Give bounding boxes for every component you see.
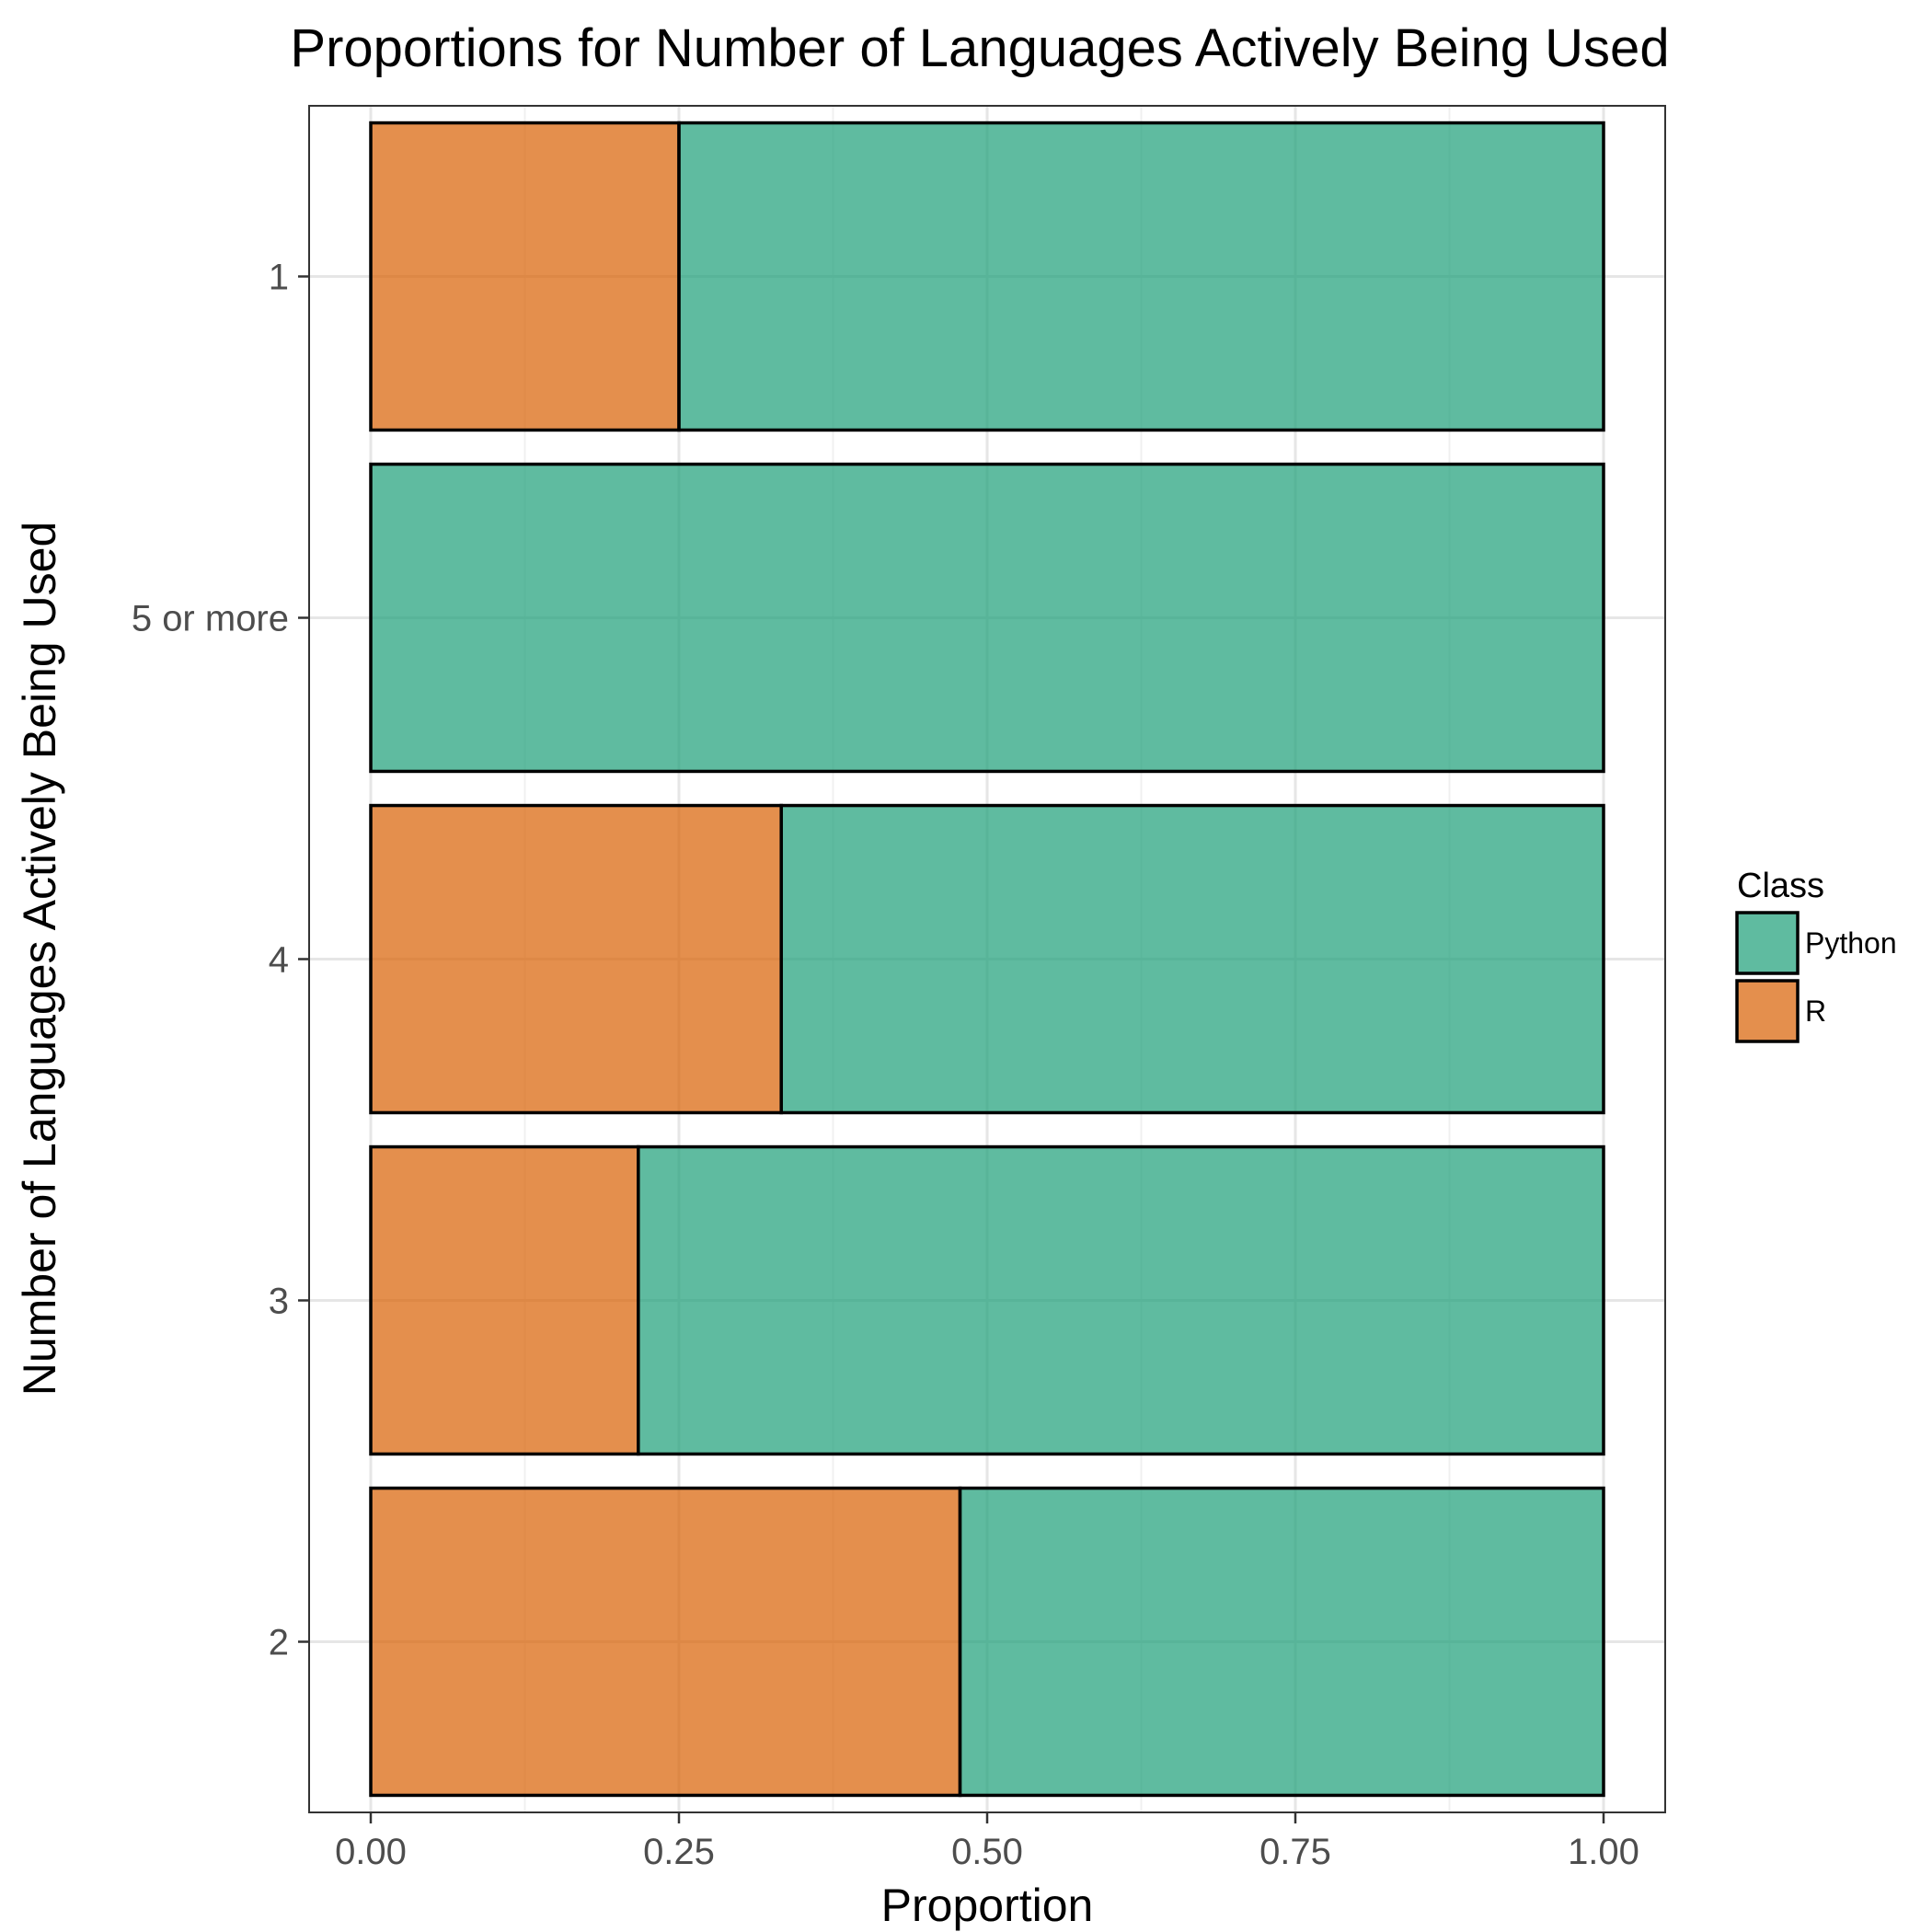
x-tick-label: 0.25 bbox=[643, 1832, 715, 1872]
x-tick-label: 0.00 bbox=[335, 1832, 407, 1872]
bar-r-3 bbox=[369, 1144, 640, 1456]
x-axis-title: Proportion bbox=[881, 1880, 1094, 1931]
y-tick-label: 2 bbox=[269, 1623, 289, 1663]
x-tick-label: 0.50 bbox=[951, 1832, 1023, 1872]
y-tick-label: 4 bbox=[269, 940, 289, 981]
y-axis-title: Number of Languages Actively Being Used bbox=[14, 522, 65, 1397]
bars bbox=[369, 121, 1605, 1798]
chart-title: Proportions for Number of Languages Acti… bbox=[290, 18, 1669, 78]
y-tick-label: 3 bbox=[269, 1282, 289, 1322]
bar-python-0 bbox=[677, 121, 1605, 432]
legend-key-python bbox=[1735, 911, 1800, 975]
y-tick-label: 5 or more bbox=[132, 599, 289, 639]
legend: Class Python R bbox=[1735, 867, 1897, 1043]
x-tick-label: 0.75 bbox=[1259, 1832, 1331, 1872]
bar-python-1 bbox=[369, 462, 1605, 774]
legend-title: Class bbox=[1737, 867, 1824, 905]
bar-python-2 bbox=[779, 803, 1605, 1115]
legend-key-r bbox=[1735, 979, 1800, 1043]
y-tick-label: 1 bbox=[269, 258, 289, 298]
legend-label-python: Python bbox=[1805, 926, 1897, 960]
x-axis: 0.00 0.25 0.50 0.75 1.00 bbox=[335, 1812, 1639, 1872]
legend-label-r: R bbox=[1805, 995, 1826, 1028]
bar-r-0 bbox=[369, 121, 681, 432]
bar-r-4 bbox=[369, 1486, 962, 1798]
bar-r-2 bbox=[369, 803, 783, 1115]
bar-python-3 bbox=[637, 1144, 1605, 1456]
bar-python-4 bbox=[958, 1486, 1605, 1798]
y-axis: 1 5 or more 4 3 2 bbox=[132, 258, 309, 1663]
x-tick-label: 1.00 bbox=[1568, 1832, 1639, 1872]
